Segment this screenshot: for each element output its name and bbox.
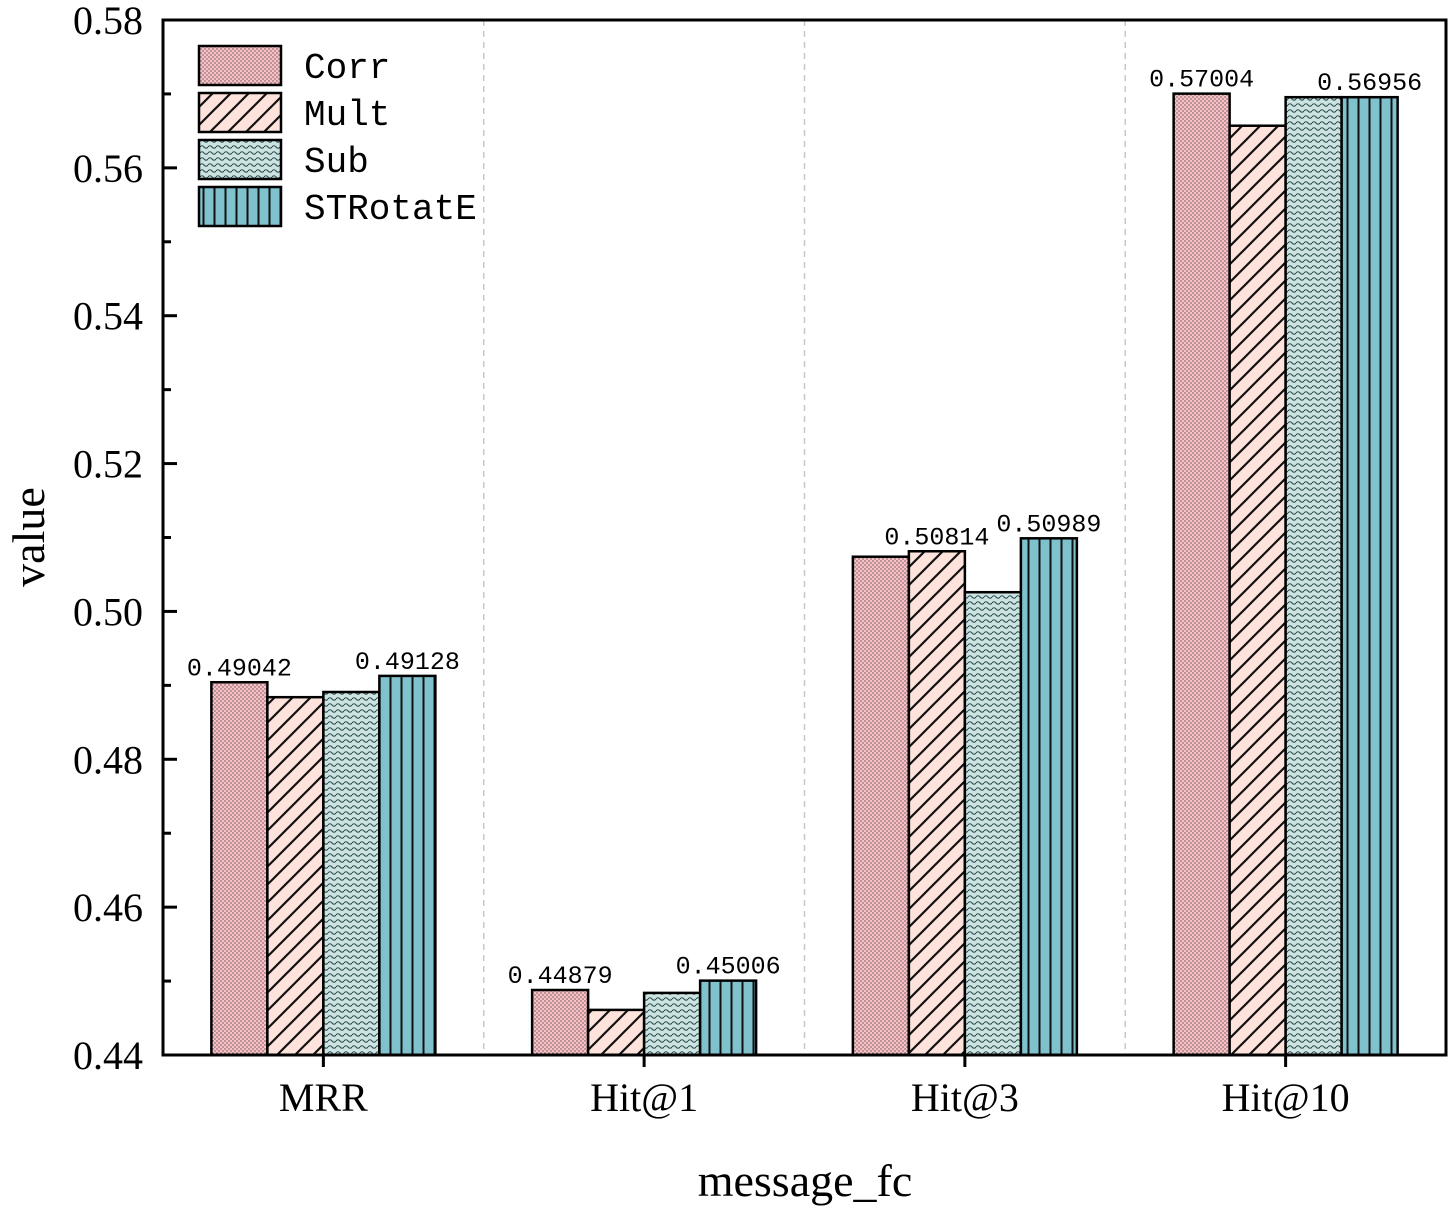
legend-swatch-strotate xyxy=(197,185,283,228)
bar-strotate-hit-1 xyxy=(698,979,758,1057)
legend-swatch-mult xyxy=(197,91,283,134)
y-tick-label: 0.52 xyxy=(73,442,143,487)
x-tick-label-mrr: MRR xyxy=(279,1075,368,1120)
legend-label-sub: Sub xyxy=(304,142,369,183)
data-label: 0.57004 xyxy=(1149,66,1254,95)
y-tick-label: 0.50 xyxy=(73,589,143,634)
legend-swatch-corr xyxy=(197,44,283,87)
bar-mult-hit-10 xyxy=(1228,124,1287,1057)
bar-sub-hit-1 xyxy=(642,991,702,1057)
legend: Corr Mult Sub STRotatE xyxy=(197,44,477,230)
data-label: 0.50989 xyxy=(996,510,1101,539)
x-tick-label-hit-1: Hit@1 xyxy=(590,1075,698,1120)
bar-strotate-hit-3 xyxy=(1019,537,1079,1057)
y-tick-label: 0.48 xyxy=(73,737,143,782)
bar-mult-mrr xyxy=(266,695,325,1057)
x-tick-label-hit-3: Hit@3 xyxy=(911,1075,1019,1120)
x-tick-label-hit-10: Hit@10 xyxy=(1222,1075,1350,1120)
bar-mult-hit-3 xyxy=(907,550,967,1057)
y-axis-title: value xyxy=(3,487,54,587)
y-tick-label: 0.46 xyxy=(73,885,143,930)
legend-label-corr: Corr xyxy=(304,48,390,89)
bar-corr-hit-1 xyxy=(530,988,590,1057)
bar-corr-hit-3 xyxy=(851,555,911,1057)
bar-sub-hit-10 xyxy=(1284,95,1343,1057)
y-tick-label: 0.56 xyxy=(73,146,143,191)
data-label: 0.44879 xyxy=(508,962,613,991)
bar-corr-hit-10 xyxy=(1172,92,1231,1057)
y-tick-label: 0.44 xyxy=(73,1033,143,1078)
legend-swatch-sub xyxy=(197,138,283,181)
x-axis-title: message_fc xyxy=(698,1155,913,1206)
data-label: 0.49128 xyxy=(355,648,460,677)
data-label: 0.56956 xyxy=(1317,69,1422,98)
bar-sub-mrr xyxy=(322,690,381,1057)
data-label: 0.50814 xyxy=(884,523,989,552)
bar-strotate-mrr xyxy=(378,674,437,1057)
bar-strotate-hit-10 xyxy=(1340,95,1399,1057)
y-tick-label: 0.54 xyxy=(73,294,143,339)
y-tick-label: 0.58 xyxy=(73,0,143,43)
data-label: 0.49042 xyxy=(187,654,292,683)
legend-label-mult: Mult xyxy=(304,95,390,136)
bar-sub-hit-3 xyxy=(963,590,1023,1057)
bar-mult-hit-1 xyxy=(586,1008,646,1057)
data-label: 0.45006 xyxy=(676,953,781,982)
bar-corr-mrr xyxy=(210,681,269,1057)
legend-label-strotate: STRotatE xyxy=(304,189,477,230)
